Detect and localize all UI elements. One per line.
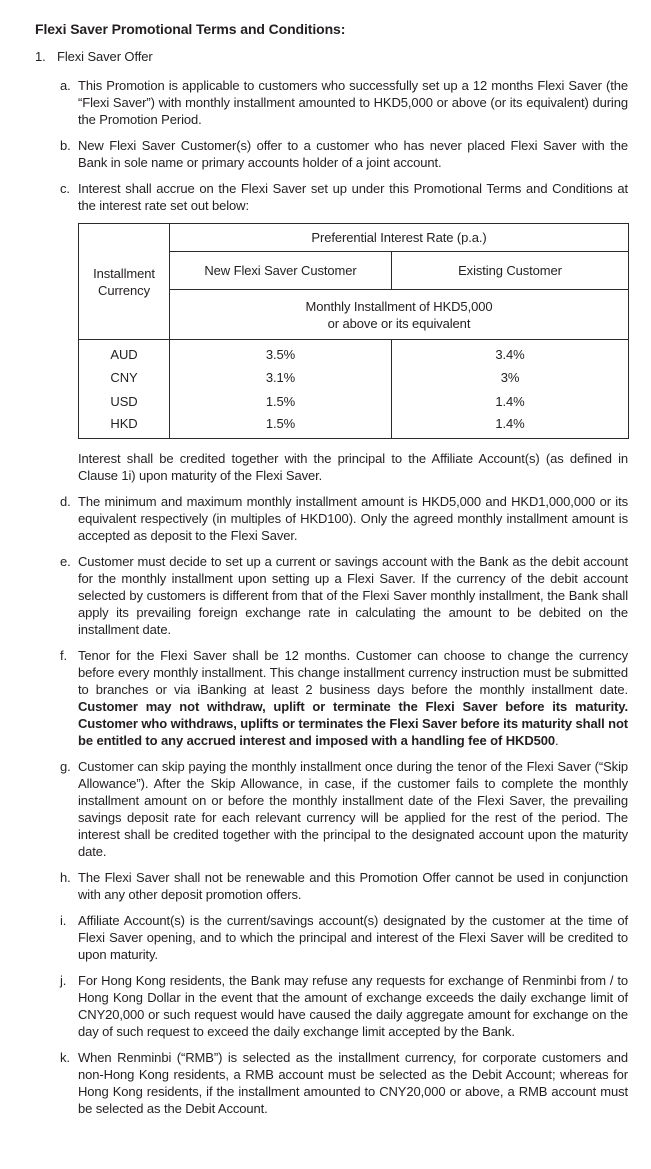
term-item-f-label: f. [60, 648, 68, 663]
section-number: 1. [35, 49, 46, 64]
currency-cell: AUD [78, 339, 170, 365]
term-item-k: k. When Renminbi (“RMB”) is selected as … [35, 1049, 628, 1117]
term-item-b: b. New Flexi Saver Customer(s) offer to … [35, 137, 628, 171]
term-item-c: c. Interest shall accrue on the Flexi Sa… [35, 180, 628, 214]
section-heading: 1. Flexi Saver Offer [35, 48, 628, 65]
term-item-e: e. Customer must decide to set up a curr… [35, 553, 628, 638]
col-header-existing-customer: Existing Customer [391, 251, 629, 290]
table-row: New Flexi Saver Customer Existing Custom… [79, 251, 629, 290]
term-item-d-text: The minimum and maximum monthly installm… [78, 494, 628, 543]
new-rate-cell: 1.5% [169, 389, 392, 413]
term-item-g-text: Customer can skip paying the monthly ins… [78, 759, 628, 859]
term-item-k-label: k. [60, 1050, 70, 1065]
document-title: Flexi Saver Promotional Terms and Condit… [35, 21, 346, 37]
interest-rate-table-wrap: Installment Currency Preferential Intere… [78, 223, 630, 439]
term-item-e-label: e. [60, 554, 71, 569]
term-item-d: d. The minimum and maximum monthly insta… [35, 493, 628, 544]
subheader-cell: Monthly Installment of HKD5,000 or above… [169, 289, 629, 340]
term-item-f-text: Tenor for the Flexi Saver shall be 12 mo… [78, 647, 628, 749]
existing-rate-cell: 1.4% [495, 393, 525, 409]
document-page: Flexi Saver Promotional Terms and Condit… [35, 21, 630, 1117]
table-row: Monthly Installment of HKD5,000 or above… [79, 289, 629, 340]
currency-cell: CNY [78, 365, 170, 389]
term-item-j-text: For Hong Kong residents, the Bank may re… [78, 973, 628, 1039]
term-item-j: j. For Hong Kong residents, the Bank may… [35, 972, 628, 1040]
new-rate-cell: 3.5% [169, 339, 392, 365]
term-item-f-text-bold: Customer may not withdraw, uplift or ter… [78, 699, 629, 748]
term-item-h-label: h. [60, 870, 71, 885]
term-item-b-label: b. [60, 138, 71, 153]
term-item-b-text: New Flexi Saver Customer(s) offer to a c… [78, 138, 628, 170]
term-item-g-label: g. [60, 759, 71, 774]
col-header-new-customer: New Flexi Saver Customer [169, 251, 392, 290]
term-item-f-text-normal: Tenor for the Flexi Saver shall be 12 mo… [78, 648, 628, 697]
existing-rate-cell: 1.4% [495, 416, 525, 431]
corner-header-cell: Installment Currency [78, 223, 170, 340]
term-item-i: i. Affiliate Account(s) is the current/s… [35, 912, 628, 963]
term-item-i-text: Affiliate Account(s) is the current/savi… [78, 913, 628, 962]
new-rate-cell: 3.1% [169, 365, 392, 389]
existing-rate-cell: 3.4% [495, 347, 525, 362]
term-item-d-label: d. [60, 494, 71, 509]
term-item-e-text: Customer must decide to set up a current… [78, 554, 628, 637]
table-row: Installment Currency Preferential Intere… [78, 223, 629, 340]
currency-cell: HKD [78, 413, 170, 439]
term-item-a-text: This Promotion is applicable to customer… [78, 78, 628, 127]
currency-cell: USD [78, 389, 170, 413]
term-item-c-text: Interest shall accrue on the Flexi Saver… [78, 181, 628, 213]
section-label: Flexi Saver Offer [57, 49, 153, 64]
term-item-h-text: The Flexi Saver shall not be renewable a… [78, 870, 628, 902]
term-item-f-text-period: . [555, 733, 559, 748]
table-note: Interest shall be credited together with… [78, 451, 628, 483]
term-item-i-label: i. [60, 913, 67, 928]
term-item-j-label: j. [60, 973, 67, 988]
table-row-aud: AUD 3.5% 3.4% [78, 339, 629, 365]
term-item-f: f. Tenor for the Flexi Saver shall be 12… [35, 647, 628, 749]
term-item-c-label: c. [60, 181, 70, 196]
table-row-usd: USD 1.5% 1.4% [78, 389, 629, 413]
term-item-h: h. The Flexi Saver shall not be renewabl… [35, 869, 628, 903]
table-row-hkd: HKD 1.5% 1.4% [78, 413, 629, 439]
term-item-a-label: a. [60, 78, 71, 93]
table-row-cny: CNY 3.1% 3% [78, 365, 629, 389]
interest-rate-table: Installment Currency Preferential Intere… [78, 223, 630, 439]
main-header-cell: Preferential Interest Rate (p.a.) [169, 223, 629, 252]
term-item-g: g. Customer can skip paying the monthly … [35, 758, 628, 860]
term-item-a: a. This Promotion is applicable to custo… [35, 77, 628, 128]
new-rate-cell: 1.5% [169, 413, 392, 439]
term-item-k-text: When Renminbi (“RMB”) is selected as the… [78, 1050, 628, 1116]
terms-list: a. This Promotion is applicable to custo… [35, 77, 630, 1117]
existing-rate-cell: 3% [500, 369, 520, 385]
